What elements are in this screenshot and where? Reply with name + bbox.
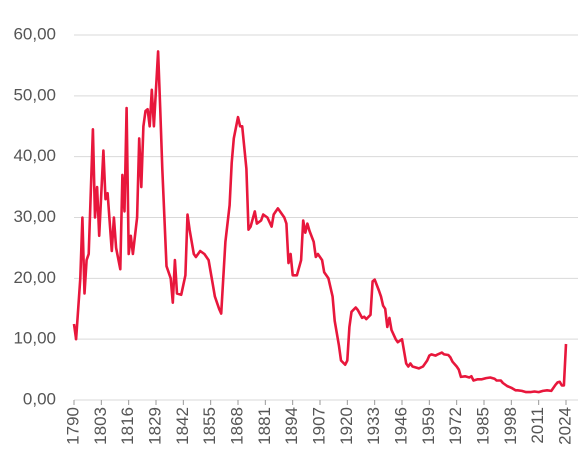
x-tick-label: 1985 <box>473 407 492 445</box>
x-tick-label: 1803 <box>91 407 110 445</box>
x-tick-label: 1842 <box>173 407 192 445</box>
x-tick-label: 2011 <box>528 407 547 444</box>
x-tick-label: 2024 <box>555 407 574 445</box>
x-tick-label: 1920 <box>337 407 356 445</box>
x-tick-label: 1946 <box>391 407 410 445</box>
y-tick-label: 60,00 <box>13 24 56 43</box>
x-tick-label: 1790 <box>63 407 82 445</box>
y-tick-label: 0,00 <box>23 389 56 408</box>
x-tick-label: 1907 <box>309 407 328 445</box>
x-tick-label: 1855 <box>200 407 219 445</box>
x-tick-label: 1894 <box>282 407 301 445</box>
x-tick-label: 1959 <box>419 407 438 445</box>
x-tick-label: 1881 <box>255 407 274 445</box>
y-tick-label: 40,00 <box>13 146 56 165</box>
x-tick-label: 1998 <box>501 407 520 445</box>
x-tick-label: 1829 <box>145 407 164 445</box>
y-tick-label: 20,00 <box>13 268 56 287</box>
x-tick-label: 1868 <box>227 407 246 445</box>
y-tick-label: 50,00 <box>13 85 56 104</box>
data-line <box>72 50 568 394</box>
y-tick-label: 10,00 <box>13 329 56 348</box>
x-tick-label: 1933 <box>364 407 383 445</box>
x-tick-label: 1816 <box>118 407 137 445</box>
y-tick-label: 30,00 <box>13 207 56 226</box>
x-tick-label: 1972 <box>446 407 465 445</box>
